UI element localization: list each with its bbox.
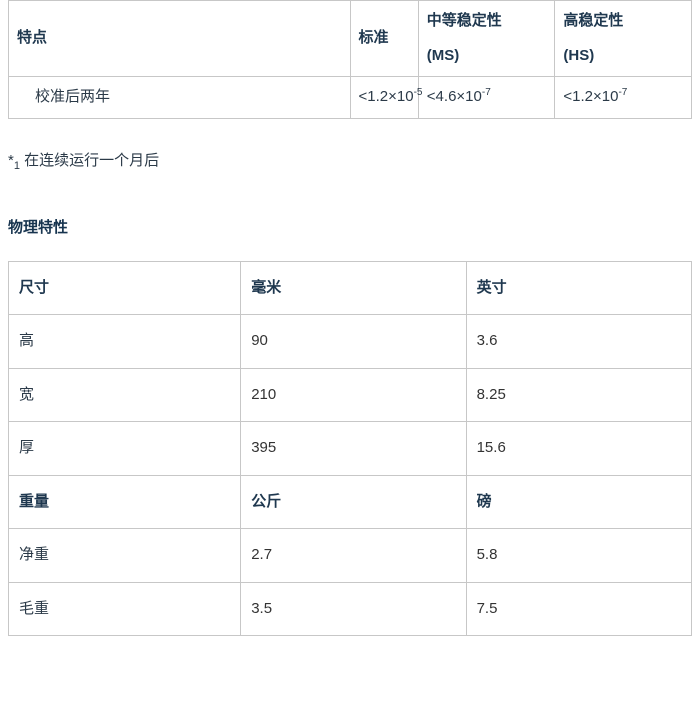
weight-header-1: 公斤 — [241, 475, 466, 529]
cell-ms-prefix: <4.6×10 — [427, 88, 482, 105]
col-hs-sublabel: (HS) — [563, 42, 683, 71]
weight-kg: 3.5 — [241, 582, 466, 636]
col-standard-label: 标准 — [359, 29, 389, 46]
col-feature: 特点 — [9, 1, 351, 77]
weight-kg: 2.7 — [241, 529, 466, 583]
col-ms: 中等稳定性 (MS) — [418, 1, 555, 77]
dim-in: 15.6 — [466, 422, 691, 476]
weight-label: 净重 — [9, 529, 241, 583]
dim-header-2: 英寸 — [466, 261, 691, 315]
cell-ms: <4.6×10-7 — [418, 77, 555, 119]
dim-label: 高 — [9, 315, 241, 369]
dim-in: 3.6 — [466, 315, 691, 369]
cell-hs-exp: -7 — [618, 87, 627, 98]
dim-header-0: 尺寸 — [9, 261, 241, 315]
cell-hs-prefix: <1.2×10 — [563, 88, 618, 105]
col-ms-label: 中等稳定性 — [427, 12, 502, 29]
dim-label: 宽 — [9, 368, 241, 422]
table-row: 净重 2.7 5.8 — [9, 529, 692, 583]
table-row: 高 90 3.6 — [9, 315, 692, 369]
dim-header-row: 尺寸 毫米 英寸 — [9, 261, 692, 315]
table-header-row: 特点 标准 中等稳定性 (MS) 高稳定性 (HS) — [9, 1, 692, 77]
col-standard: 标准 — [350, 1, 418, 77]
dim-header-1: 毫米 — [241, 261, 466, 315]
cell-ms-exp: -7 — [482, 87, 491, 98]
section-title-physical: 物理特性 — [8, 216, 692, 237]
table-row: 毛重 3.5 7.5 — [9, 582, 692, 636]
weight-label: 毛重 — [9, 582, 241, 636]
col-ms-sublabel: (MS) — [427, 42, 547, 71]
physical-table: 尺寸 毫米 英寸 高 90 3.6 宽 210 8.25 厚 395 15.6 … — [8, 261, 692, 637]
dim-mm: 90 — [241, 315, 466, 369]
weight-header-0: 重量 — [9, 475, 241, 529]
dim-mm: 395 — [241, 422, 466, 476]
footnote: *1 在连续运行一个月后 — [8, 149, 692, 172]
table-row: 宽 210 8.25 — [9, 368, 692, 422]
cell-hs: <1.2×10-7 — [555, 77, 692, 119]
cell-std: <1.2×10-5 — [350, 77, 418, 119]
col-feature-label: 特点 — [17, 29, 47, 46]
table-row: 厚 395 15.6 — [9, 422, 692, 476]
footnote-subscript: 1 — [14, 160, 20, 172]
col-hs-label: 高稳定性 — [563, 12, 623, 29]
weight-lb: 7.5 — [466, 582, 691, 636]
dim-label: 厚 — [9, 422, 241, 476]
cell-std-exp: -5 — [414, 87, 423, 98]
row-label: 校准后两年 — [9, 77, 351, 119]
col-hs: 高稳定性 (HS) — [555, 1, 692, 77]
dim-in: 8.25 — [466, 368, 691, 422]
dim-mm: 210 — [241, 368, 466, 422]
weight-header-row: 重量 公斤 磅 — [9, 475, 692, 529]
footnote-text: 在连续运行一个月后 — [24, 152, 159, 169]
weight-header-2: 磅 — [466, 475, 691, 529]
weight-lb: 5.8 — [466, 529, 691, 583]
cell-std-prefix: <1.2×10 — [359, 88, 414, 105]
stability-table: 特点 标准 中等稳定性 (MS) 高稳定性 (HS) 校准后两年 <1.2×10… — [8, 0, 692, 119]
table-row: 校准后两年 <1.2×10-5 <4.6×10-7 <1.2×10-7 — [9, 77, 692, 119]
